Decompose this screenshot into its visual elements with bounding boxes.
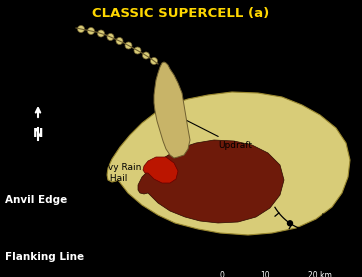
Circle shape	[107, 34, 114, 40]
Text: 0: 0	[220, 271, 224, 277]
Text: Updraft: Updraft	[176, 115, 252, 150]
Text: Flanking Line: Flanking Line	[5, 252, 84, 262]
Polygon shape	[138, 140, 284, 223]
Text: Light Rain
and Outflow: Light Rain and Outflow	[314, 87, 362, 107]
Circle shape	[151, 58, 157, 65]
Polygon shape	[143, 157, 178, 183]
Polygon shape	[154, 62, 190, 158]
Text: Anvil Edge: Anvil Edge	[5, 195, 67, 205]
Text: 20 km: 20 km	[308, 271, 332, 277]
Text: N: N	[33, 127, 43, 140]
Text: Heavy Rain
and Hail: Heavy Rain and Hail	[90, 163, 151, 183]
Text: CLASSIC SUPERCELL (a): CLASSIC SUPERCELL (a)	[92, 7, 270, 20]
Circle shape	[77, 25, 84, 32]
Text: 10: 10	[260, 271, 270, 277]
Polygon shape	[107, 92, 350, 235]
Circle shape	[88, 27, 94, 35]
Circle shape	[287, 221, 292, 226]
Circle shape	[320, 219, 325, 224]
Circle shape	[125, 42, 132, 49]
Circle shape	[143, 52, 150, 59]
Circle shape	[134, 47, 141, 54]
Circle shape	[97, 30, 105, 37]
Circle shape	[307, 227, 312, 232]
Circle shape	[116, 37, 123, 45]
